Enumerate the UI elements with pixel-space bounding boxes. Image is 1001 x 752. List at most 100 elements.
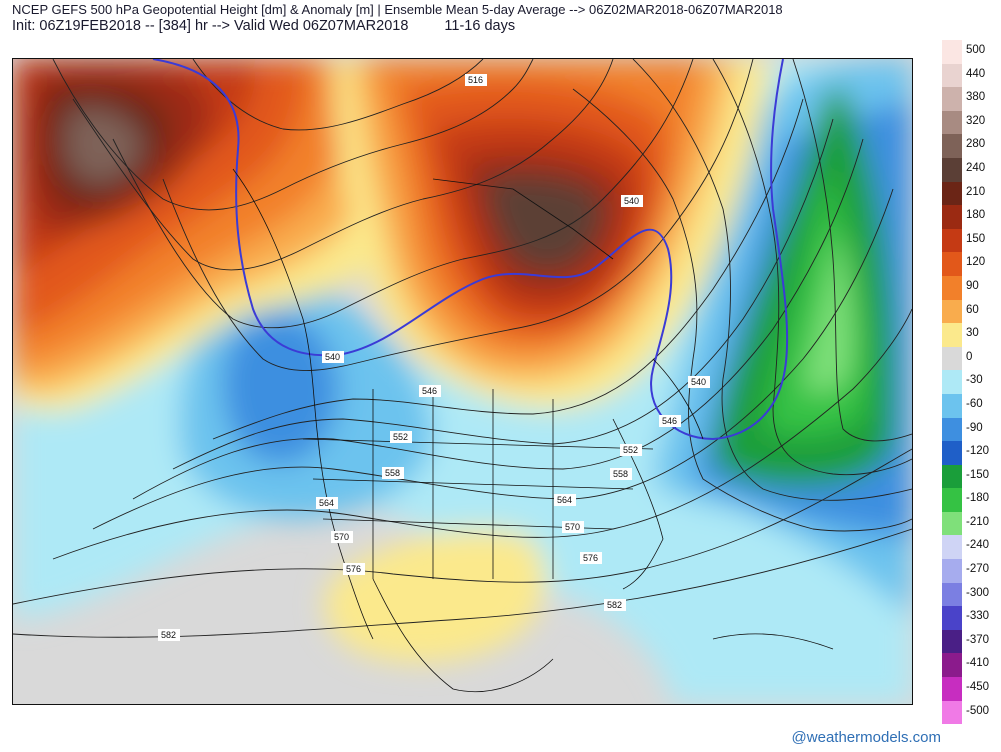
legend-label: -270 [966, 563, 990, 576]
svg-text:516: 516 [468, 75, 483, 85]
legend-swatch [942, 535, 962, 560]
legend-swatch [942, 40, 962, 64]
legend-label: -410 [966, 657, 990, 670]
legend-label: -300 [966, 586, 990, 599]
legend-row: -90 [942, 417, 998, 442]
contour-labels: 516 540 540 540 546 546 552 552 558 558 … [158, 74, 710, 641]
legend-swatch [942, 582, 962, 607]
legend-label: 150 [966, 232, 986, 245]
legend-row: 500 [942, 40, 998, 64]
legend-label: -90 [966, 421, 983, 434]
legend-label: -180 [966, 492, 990, 505]
contour-label: 552 [390, 431, 412, 443]
legend-row: -150 [942, 464, 998, 489]
legend-row: 0 [942, 346, 998, 371]
svg-text:570: 570 [334, 532, 349, 542]
contour-label: 558 [382, 467, 404, 479]
svg-text:558: 558 [385, 468, 400, 478]
contour-label: 576 [343, 563, 365, 575]
legend-row: -450 [942, 677, 998, 701]
legend-row: -330 [942, 606, 998, 630]
contour-label: 564 [554, 494, 576, 506]
legend-row: -240 [942, 535, 998, 560]
legend-row: 440 [942, 63, 998, 88]
contour-label: 540 [621, 195, 643, 207]
legend-swatch [942, 417, 962, 442]
legend-row: 380 [942, 87, 998, 111]
legend-row: -500 [942, 700, 998, 725]
legend-label: 180 [966, 209, 986, 222]
legend-row: -300 [942, 582, 998, 607]
init-valid-time: Init: 06Z19FEB2018 -- [384] hr --> Valid… [12, 18, 409, 34]
svg-text:540: 540 [325, 352, 340, 362]
legend-swatch [942, 370, 962, 394]
legend-row: 320 [942, 110, 998, 135]
svg-text:558: 558 [613, 469, 628, 479]
legend-label: 0 [966, 350, 973, 363]
contour-label: 540 [322, 351, 344, 363]
contour-label: 558 [610, 468, 632, 480]
contour-label: 546 [419, 385, 441, 397]
forecast-range: 11-16 days [444, 18, 516, 34]
legend-label: -500 [966, 704, 990, 717]
contour-label: 516 [465, 74, 487, 86]
legend-swatch [942, 488, 962, 512]
svg-text:576: 576 [583, 553, 598, 563]
legend-swatch [942, 228, 962, 253]
legend-swatch [942, 205, 962, 229]
legend-row: 120 [942, 252, 998, 276]
site-credit: @weathermodels.com [791, 729, 941, 746]
legend-swatch [942, 511, 962, 536]
legend-label: -210 [966, 515, 990, 528]
contour-label: 552 [620, 444, 642, 456]
legend-row: -370 [942, 629, 998, 654]
legend-swatch [942, 629, 962, 654]
legend-row: -180 [942, 488, 998, 512]
contour-label: 582 [604, 599, 626, 611]
svg-text:570: 570 [565, 522, 580, 532]
legend-label: 280 [966, 138, 986, 151]
svg-text:582: 582 [607, 600, 622, 610]
svg-text:576: 576 [346, 564, 361, 574]
svg-text:582: 582 [161, 630, 176, 640]
legend-label: 500 [966, 44, 986, 56]
legend-label: -150 [966, 468, 990, 481]
legend-label: -30 [966, 374, 983, 387]
legend-row: -410 [942, 653, 998, 678]
legend-label: 120 [966, 256, 986, 269]
legend-row: 150 [942, 228, 998, 253]
legend-row: 30 [942, 323, 998, 347]
legend-swatch [942, 653, 962, 678]
legend-swatch [942, 87, 962, 111]
height-contours [13, 59, 912, 638]
legend-label: 440 [966, 67, 986, 80]
map-subtitle: Init: 06Z19FEB2018 -- [384] hr --> Valid… [12, 18, 515, 34]
legend-label: -370 [966, 633, 990, 646]
legend-label: -120 [966, 445, 990, 458]
anomaly-color-legend: 500 440 380 320 280 240 210 180 150 120 90 60 30 0 -30… [942, 40, 998, 725]
legend-swatch [942, 275, 962, 300]
legend-swatch [942, 393, 962, 418]
anomaly-map: 516 540 540 540 546 546 552 552 558 558 … [12, 58, 913, 705]
legend-swatch [942, 700, 962, 725]
legend-label: -450 [966, 681, 990, 694]
legend-label: 320 [966, 114, 986, 127]
contour-label: 570 [562, 521, 584, 533]
svg-text:540: 540 [624, 196, 639, 206]
contour-label: 582 [158, 629, 180, 641]
legend-swatch [942, 110, 962, 135]
legend-label: -330 [966, 610, 990, 623]
legend-row: -60 [942, 393, 998, 418]
legend-swatch [942, 134, 962, 158]
legend-swatch [942, 606, 962, 630]
svg-text:552: 552 [393, 432, 408, 442]
legend-label: 90 [966, 279, 979, 292]
legend-swatch [942, 464, 962, 489]
legend-row: -210 [942, 511, 998, 536]
svg-text:546: 546 [422, 386, 437, 396]
svg-text:552: 552 [623, 445, 638, 455]
legend-swatch [942, 559, 962, 583]
svg-text:540: 540 [691, 377, 706, 387]
legend-row: 60 [942, 299, 998, 324]
coastlines [232, 168, 834, 693]
